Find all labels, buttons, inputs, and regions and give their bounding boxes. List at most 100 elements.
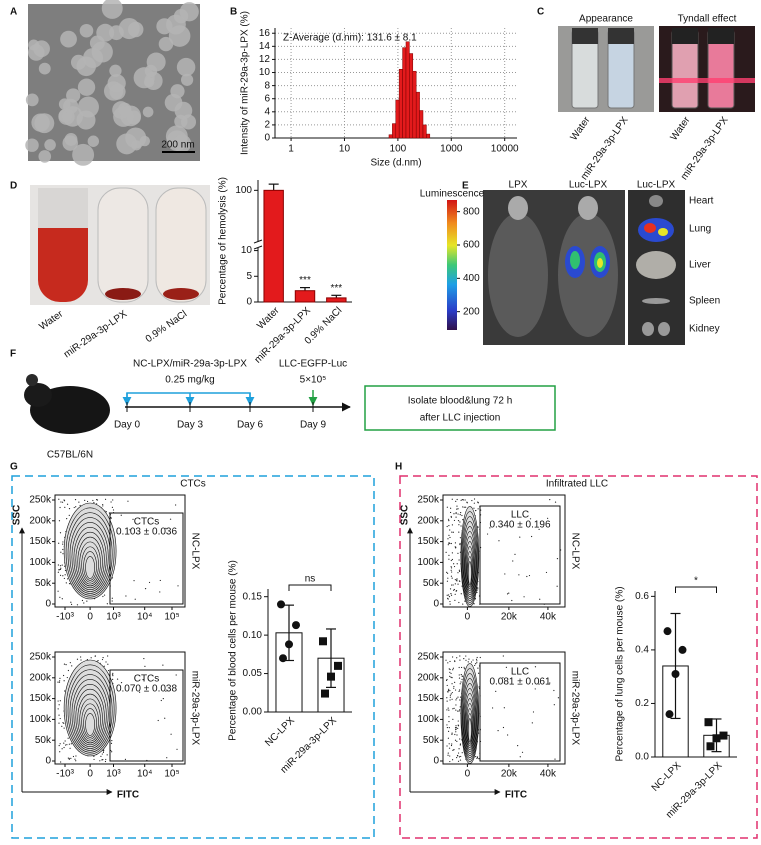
significance-label: ns [305, 574, 316, 585]
event [134, 598, 136, 600]
event [59, 680, 61, 682]
event [452, 749, 454, 751]
event [58, 681, 61, 683]
laser-beam [659, 78, 755, 83]
sample-label: miR-29a-3p-LPX [569, 671, 580, 746]
event [67, 737, 69, 739]
event [66, 503, 69, 505]
event [455, 699, 457, 701]
event [120, 514, 122, 516]
event [175, 504, 177, 506]
event [62, 548, 64, 551]
event [459, 743, 462, 745]
event [457, 752, 460, 754]
flow-y-tick-label: 50k [35, 578, 52, 589]
event [465, 655, 467, 657]
panel-h-box [399, 475, 758, 839]
contour [67, 669, 113, 753]
flow-y-tick-label: 100k [29, 557, 52, 568]
y-axis-label: Percentage of hemolysis (%) [218, 177, 229, 305]
event [471, 499, 473, 502]
event [448, 709, 450, 711]
event [144, 665, 146, 668]
y-axis-label: SSC [400, 505, 411, 526]
event [451, 676, 453, 679]
event [450, 542, 452, 545]
event [59, 565, 62, 567]
event [454, 542, 457, 544]
event [59, 568, 62, 571]
event [456, 498, 458, 501]
event [477, 508, 479, 510]
event [451, 743, 453, 745]
event [102, 750, 105, 752]
y-tick-label: 5 [246, 271, 252, 282]
event [449, 696, 451, 698]
x-tick-label: NC-LPX [263, 715, 297, 749]
event [110, 742, 113, 744]
event [104, 498, 107, 500]
contour [67, 512, 113, 596]
flow-x-tick-label: 0 [465, 612, 471, 623]
vial-cap [572, 28, 598, 44]
event [460, 666, 463, 669]
event [549, 682, 551, 684]
contour [463, 683, 477, 756]
event [450, 672, 452, 675]
contour [71, 522, 109, 592]
flow-y-tick-label: 200k [417, 672, 440, 683]
event [455, 512, 457, 515]
event [456, 563, 458, 565]
event [111, 600, 113, 602]
colorbar-tick-label: 600 [463, 240, 480, 251]
event [159, 579, 161, 582]
data-point [292, 621, 300, 630]
event [453, 519, 456, 522]
event [458, 666, 460, 669]
event [58, 498, 60, 500]
particle [60, 30, 77, 48]
event [160, 699, 162, 702]
event [93, 755, 95, 757]
x-axis-label: FITC [117, 790, 139, 801]
event [463, 506, 465, 508]
event [455, 704, 457, 706]
flow-x-tick-label: 10³ [106, 612, 121, 623]
event [86, 600, 88, 602]
event [474, 509, 477, 512]
x-tick-label: 10000 [491, 144, 519, 155]
event [450, 566, 452, 568]
particle [25, 138, 39, 152]
event [477, 672, 480, 674]
contour [71, 679, 109, 749]
event [452, 718, 454, 721]
event [57, 700, 59, 702]
contour [465, 703, 474, 748]
event [458, 748, 460, 750]
organ-label: Spleen [689, 296, 720, 307]
y-tick-label: 0.00 [243, 707, 263, 718]
event [446, 697, 448, 699]
data-point [678, 645, 687, 654]
event [57, 590, 59, 592]
event [450, 507, 452, 509]
event [65, 582, 67, 584]
event [517, 745, 519, 747]
event [64, 740, 66, 742]
particle [44, 139, 56, 151]
event [462, 499, 464, 501]
event [449, 529, 451, 531]
event [504, 573, 506, 575]
y-axis-label: Intensity of miR-29a-3p-LPX (%) [240, 11, 251, 155]
contour [85, 556, 95, 579]
event [464, 499, 466, 501]
event [148, 581, 151, 584]
y-tick-label: 10 [259, 67, 271, 78]
event [448, 558, 450, 560]
event [553, 689, 555, 692]
event [460, 511, 462, 514]
sample-label: miR-29a-3p-LPX [62, 308, 130, 360]
event [445, 659, 447, 661]
contour [466, 551, 474, 589]
contour [463, 531, 476, 597]
